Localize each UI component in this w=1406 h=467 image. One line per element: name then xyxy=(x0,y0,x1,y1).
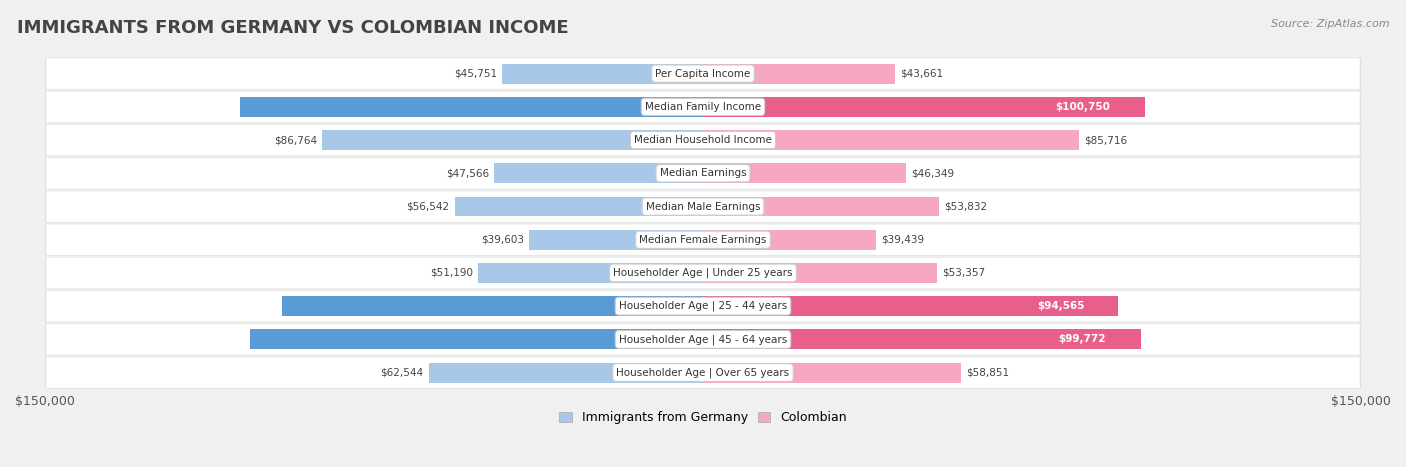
Text: IMMIGRANTS FROM GERMANY VS COLOMBIAN INCOME: IMMIGRANTS FROM GERMANY VS COLOMBIAN INC… xyxy=(17,19,568,37)
Text: $62,544: $62,544 xyxy=(380,368,423,378)
Text: Per Capita Income: Per Capita Income xyxy=(655,69,751,78)
FancyBboxPatch shape xyxy=(46,291,1360,321)
Text: $100,750: $100,750 xyxy=(1054,102,1109,112)
Bar xyxy=(703,130,1078,150)
Text: $95,913: $95,913 xyxy=(669,301,717,311)
Text: $99,772: $99,772 xyxy=(1059,334,1105,344)
Text: $105,507: $105,507 xyxy=(666,102,721,112)
FancyBboxPatch shape xyxy=(45,357,1361,389)
Text: Median Female Earnings: Median Female Earnings xyxy=(640,235,766,245)
Text: $85,716: $85,716 xyxy=(1084,135,1128,145)
FancyBboxPatch shape xyxy=(45,290,1361,322)
Text: $45,751: $45,751 xyxy=(454,69,498,78)
Bar xyxy=(703,263,936,283)
Bar xyxy=(322,130,703,150)
Bar xyxy=(529,230,703,250)
FancyBboxPatch shape xyxy=(46,324,1360,355)
Text: Median Male Earnings: Median Male Earnings xyxy=(645,202,761,212)
Bar xyxy=(703,163,907,183)
FancyBboxPatch shape xyxy=(46,258,1360,288)
Text: Householder Age | 25 - 44 years: Householder Age | 25 - 44 years xyxy=(619,301,787,311)
FancyBboxPatch shape xyxy=(45,57,1361,90)
FancyBboxPatch shape xyxy=(46,158,1360,189)
Bar xyxy=(703,97,1144,117)
Text: $51,190: $51,190 xyxy=(430,268,474,278)
Bar xyxy=(495,163,703,183)
Bar xyxy=(502,64,703,84)
Text: $53,357: $53,357 xyxy=(942,268,986,278)
Bar xyxy=(478,263,703,283)
Text: Median Family Income: Median Family Income xyxy=(645,102,761,112)
FancyBboxPatch shape xyxy=(46,224,1360,255)
FancyBboxPatch shape xyxy=(46,357,1360,388)
Text: $56,542: $56,542 xyxy=(406,202,450,212)
FancyBboxPatch shape xyxy=(45,124,1361,156)
Text: $94,565: $94,565 xyxy=(1038,301,1084,311)
FancyBboxPatch shape xyxy=(45,257,1361,289)
Legend: Immigrants from Germany, Colombian: Immigrants from Germany, Colombian xyxy=(554,406,852,430)
FancyBboxPatch shape xyxy=(45,323,1361,355)
FancyBboxPatch shape xyxy=(45,191,1361,223)
Bar xyxy=(456,197,703,217)
FancyBboxPatch shape xyxy=(46,191,1360,222)
Text: Householder Age | Under 25 years: Householder Age | Under 25 years xyxy=(613,268,793,278)
FancyBboxPatch shape xyxy=(46,92,1360,122)
Text: $39,603: $39,603 xyxy=(481,235,524,245)
Text: Source: ZipAtlas.com: Source: ZipAtlas.com xyxy=(1271,19,1389,28)
Bar xyxy=(703,197,939,217)
Bar xyxy=(240,97,703,117)
Text: $103,282: $103,282 xyxy=(666,334,721,344)
Text: $58,851: $58,851 xyxy=(966,368,1010,378)
FancyBboxPatch shape xyxy=(46,125,1360,156)
Text: Householder Age | 45 - 64 years: Householder Age | 45 - 64 years xyxy=(619,334,787,345)
Bar xyxy=(703,363,962,382)
FancyBboxPatch shape xyxy=(45,157,1361,189)
Text: $39,439: $39,439 xyxy=(882,235,924,245)
FancyBboxPatch shape xyxy=(46,58,1360,89)
Bar xyxy=(703,329,1140,349)
Text: $86,764: $86,764 xyxy=(274,135,318,145)
Bar xyxy=(703,64,894,84)
Text: Median Household Income: Median Household Income xyxy=(634,135,772,145)
Text: $46,349: $46,349 xyxy=(911,168,955,178)
Bar xyxy=(250,329,703,349)
FancyBboxPatch shape xyxy=(45,91,1361,123)
Bar xyxy=(429,363,703,382)
Text: Median Earnings: Median Earnings xyxy=(659,168,747,178)
Text: $43,661: $43,661 xyxy=(900,69,943,78)
Text: Householder Age | Over 65 years: Householder Age | Over 65 years xyxy=(616,368,790,378)
Bar xyxy=(703,230,876,250)
Text: $47,566: $47,566 xyxy=(446,168,489,178)
FancyBboxPatch shape xyxy=(45,224,1361,256)
Text: $53,832: $53,832 xyxy=(945,202,987,212)
Bar xyxy=(283,296,703,316)
Bar xyxy=(703,296,1118,316)
